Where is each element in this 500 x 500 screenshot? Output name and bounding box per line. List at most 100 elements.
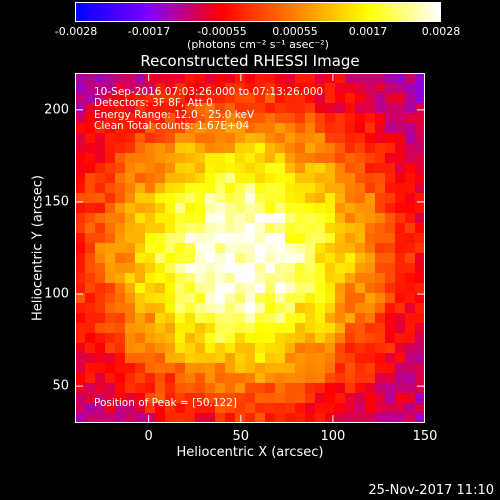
heatmap-cell — [145, 183, 155, 193]
heatmap-cell — [115, 83, 125, 93]
heatmap-cell — [225, 373, 235, 383]
heatmap-cell — [145, 303, 155, 313]
heatmap-cell — [125, 303, 135, 313]
heatmap-cell — [125, 383, 135, 393]
heatmap-cell — [405, 413, 415, 423]
heatmap-cell — [215, 93, 225, 103]
heatmap-cell — [345, 353, 355, 363]
heatmap-cell — [375, 363, 385, 373]
heatmap-cell — [305, 373, 315, 383]
heatmap-cell — [85, 203, 95, 213]
heatmap-cell — [265, 193, 275, 203]
heatmap-cell — [205, 143, 215, 153]
heatmap-cell — [375, 133, 385, 143]
heatmap-cell — [95, 123, 105, 133]
heatmap-cell — [415, 313, 425, 323]
heatmap-cell — [345, 243, 355, 253]
heatmap-cell — [255, 253, 265, 263]
heatmap-cell — [195, 313, 205, 323]
heatmap-cell — [395, 353, 405, 363]
heatmap-cell — [85, 293, 95, 303]
heatmap-cell — [115, 373, 125, 383]
heatmap-cell — [205, 233, 215, 243]
heatmap-cell — [195, 303, 205, 313]
heatmap-cell — [375, 243, 385, 253]
heatmap-cell — [105, 93, 115, 103]
heatmap-cell — [325, 223, 335, 233]
heatmap-cell — [355, 333, 365, 343]
heatmap-cell — [215, 363, 225, 373]
heatmap-cell — [275, 193, 285, 203]
heatmap-cell — [225, 203, 235, 213]
heatmap-cell — [165, 333, 175, 343]
heatmap-cell — [125, 323, 135, 333]
heatmap-cell — [235, 183, 245, 193]
heatmap-cell — [305, 403, 315, 413]
heatmap-cell — [145, 413, 155, 423]
heatmap-cell — [265, 373, 275, 383]
heatmap-cell — [165, 383, 175, 393]
heatmap-cell — [305, 303, 315, 313]
heatmap-cell — [375, 383, 385, 393]
heatmap-cell — [235, 283, 245, 293]
heatmap-cell — [225, 173, 235, 183]
heatmap-cell — [175, 413, 185, 423]
heatmap-cell — [75, 313, 85, 323]
heatmap-cell — [355, 413, 365, 423]
heatmap-cell — [295, 213, 305, 223]
heatmap-cell — [145, 253, 155, 263]
heatmap-cell — [95, 353, 105, 363]
heatmap-cell — [115, 73, 125, 83]
heatmap-cell — [315, 353, 325, 363]
heatmap-cell — [305, 193, 315, 203]
heatmap-cell — [305, 173, 315, 183]
heatmap-cell — [165, 323, 175, 333]
heatmap-cell — [105, 263, 115, 273]
heatmap-cell — [265, 403, 275, 413]
heatmap-cell — [225, 383, 235, 393]
heatmap-cell — [365, 313, 375, 323]
heatmap-cell — [95, 153, 105, 163]
heatmap-cell — [355, 283, 365, 293]
heatmap-cell — [125, 333, 135, 343]
heatmap-cell — [265, 413, 275, 423]
heatmap-cell — [205, 163, 215, 173]
heatmap-cell — [195, 323, 205, 333]
heatmap-cell — [75, 373, 85, 383]
heatmap-cell — [285, 203, 295, 213]
heatmap-cell — [165, 83, 175, 93]
heatmap-cell — [365, 153, 375, 163]
heatmap-cell — [165, 93, 175, 103]
heatmap-cell — [145, 73, 155, 83]
heatmap-cell — [405, 343, 415, 353]
heatmap-cell — [335, 143, 345, 153]
heatmap-cell — [385, 303, 395, 313]
heatmap-cell — [195, 283, 205, 293]
heatmap-cell — [255, 93, 265, 103]
heatmap-cell — [105, 233, 115, 243]
heatmap-cell — [95, 223, 105, 233]
heatmap-cell — [155, 233, 165, 243]
heatmap-cell — [85, 223, 95, 233]
heatmap-cell — [165, 293, 175, 303]
heatmap-cell — [415, 173, 425, 183]
heatmap-cell — [195, 143, 205, 153]
heatmap-cell — [325, 143, 335, 153]
heatmap-cell — [365, 393, 375, 403]
heatmap-cell — [285, 343, 295, 353]
heatmap-cell — [245, 333, 255, 343]
heatmap-cell — [335, 283, 345, 293]
heatmap-cell — [275, 343, 285, 353]
heatmap-cell — [185, 373, 195, 383]
heatmap-cell — [205, 123, 215, 133]
heatmap-cell — [345, 363, 355, 373]
heatmap-cell — [85, 263, 95, 273]
heatmap-cell — [105, 123, 115, 133]
heatmap-cell — [145, 273, 155, 283]
heatmap-cell — [165, 153, 175, 163]
heatmap-cell — [415, 283, 425, 293]
heatmap-cell — [125, 103, 135, 113]
heatmap-cell — [375, 73, 385, 83]
heatmap-cell — [165, 133, 175, 143]
heatmap-cell — [115, 283, 125, 293]
